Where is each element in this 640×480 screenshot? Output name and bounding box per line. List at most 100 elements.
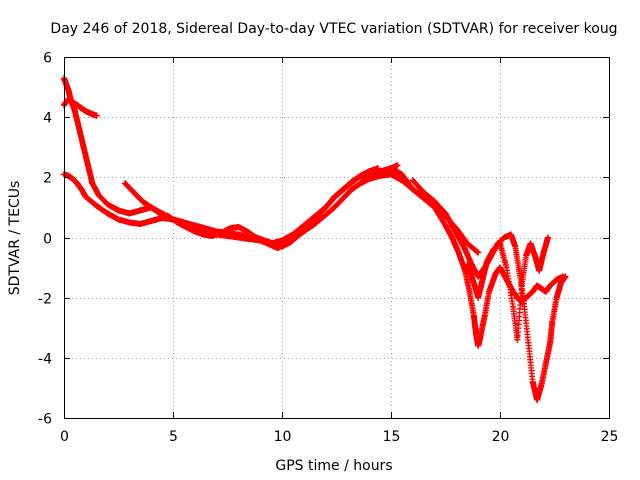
data-point: [553, 294, 560, 301]
data-point: [69, 99, 76, 106]
data-point: [357, 172, 364, 179]
y-axis-label: SDTVAR / TECUs: [7, 181, 23, 296]
data-point: [270, 240, 277, 247]
data-point: [156, 210, 163, 217]
data-point: [377, 172, 384, 179]
data-point: [492, 270, 499, 277]
data-point: [538, 381, 545, 388]
data-point: [331, 204, 338, 211]
x-tick-label: 10: [274, 429, 292, 445]
data-point: [547, 282, 554, 289]
data-point: [398, 171, 405, 178]
data-point: [562, 273, 569, 280]
data-point: [191, 222, 198, 229]
data-point: [475, 249, 482, 256]
data-point: [74, 102, 81, 109]
data-point: [481, 312, 488, 319]
data-point: [340, 195, 346, 202]
data-point: [261, 237, 268, 244]
series-track-d: [122, 165, 381, 250]
x-tick-label: 25: [601, 429, 619, 445]
data-point: [431, 204, 438, 211]
data-point: [148, 204, 155, 211]
data-point: [74, 180, 81, 187]
data-point: [126, 210, 133, 217]
data-point: [313, 213, 320, 220]
data-point: [85, 162, 91, 169]
data-point: [76, 126, 83, 133]
data-point: [202, 225, 209, 232]
data-point: [322, 204, 329, 211]
data-point: [449, 222, 455, 229]
data-point: [518, 282, 525, 289]
series-track-g: [464, 234, 551, 343]
data-point: [531, 252, 538, 259]
data-point: [191, 228, 198, 235]
data-point: [226, 225, 233, 232]
data-point: [65, 96, 72, 103]
data-point: [527, 240, 534, 247]
data-point: [512, 243, 519, 250]
data-point: [78, 105, 85, 112]
data-point: [104, 210, 111, 217]
data-series: [61, 75, 569, 403]
data-point: [507, 231, 514, 238]
y-tick-label: -6: [38, 412, 52, 428]
data-point: [305, 224, 312, 230]
data-point: [331, 193, 338, 200]
data-point: [200, 231, 207, 238]
x-axis-label: GPS time / hours: [275, 458, 392, 474]
x-tick-label: 20: [492, 429, 510, 445]
data-point: [470, 279, 477, 286]
data-point: [536, 267, 543, 274]
data-point: [130, 189, 137, 196]
data-point: [69, 175, 76, 182]
data-point: [534, 282, 541, 289]
data-point: [442, 222, 449, 229]
data-point: [449, 234, 455, 241]
data-point: [235, 231, 242, 238]
data-point: [464, 240, 471, 247]
data-point: [78, 186, 85, 193]
data-point: [137, 221, 144, 227]
data-point: [466, 288, 473, 295]
data-point: [525, 339, 532, 346]
data-point: [477, 333, 484, 340]
data-point: [82, 108, 89, 115]
data-point: [462, 246, 469, 253]
data-point: [89, 180, 96, 187]
data-point: [126, 219, 133, 226]
y-tick-label: 0: [43, 232, 52, 248]
y-tick-label: 6: [43, 51, 52, 67]
data-point: [510, 303, 517, 310]
data-point: [549, 318, 556, 325]
data-point: [252, 234, 259, 241]
data-point: [497, 240, 503, 247]
data-point: [115, 207, 122, 214]
chart-title: Day 246 of 2018, Sidereal Day-to-day VTE…: [50, 21, 617, 37]
data-point: [366, 168, 373, 175]
data-point: [501, 234, 508, 241]
data-point: [80, 144, 87, 151]
series-track-c: [61, 96, 100, 119]
data-point: [464, 261, 471, 268]
grid: [64, 57, 609, 418]
data-point: [394, 162, 401, 169]
data-point: [431, 198, 438, 205]
series-markers: [61, 75, 401, 247]
data-point: [209, 233, 216, 239]
data-point: [340, 186, 346, 193]
data-point: [357, 180, 364, 187]
data-point: [558, 279, 564, 286]
series-track-f: [409, 177, 569, 403]
data-point: [183, 224, 190, 230]
data-point: [174, 219, 181, 226]
data-point: [442, 210, 449, 217]
data-point: [490, 246, 497, 253]
data-point: [540, 249, 547, 256]
data-point: [497, 264, 503, 271]
x-tick-label: 0: [60, 429, 69, 445]
data-point: [218, 230, 224, 236]
data-point: [148, 218, 155, 224]
